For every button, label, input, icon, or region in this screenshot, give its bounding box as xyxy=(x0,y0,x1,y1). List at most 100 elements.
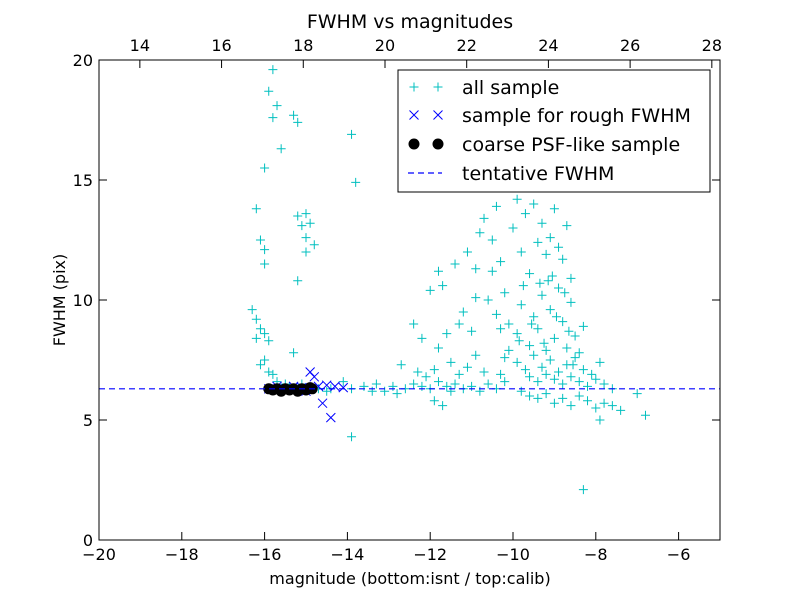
top-x-tick-label: 16 xyxy=(211,36,231,55)
all-sample-point-glyph xyxy=(483,379,493,389)
all-sample-point-glyph xyxy=(570,331,580,341)
all-sample-point xyxy=(541,389,551,399)
all-sample-point xyxy=(562,343,572,353)
all-sample-point-glyph xyxy=(554,242,564,252)
all-sample-point xyxy=(533,237,543,247)
all-sample-point xyxy=(578,321,588,331)
all-sample-point-glyph xyxy=(574,391,584,401)
all-sample-point-glyph xyxy=(301,247,311,257)
all-sample-point-glyph xyxy=(512,194,522,204)
all-sample-point xyxy=(251,314,261,324)
all-sample-point-glyph xyxy=(541,369,551,379)
all-sample-point-glyph xyxy=(545,305,555,315)
all-sample-point-glyph xyxy=(289,110,299,120)
all-sample-point xyxy=(260,355,270,365)
rough-fwhm-point-glyph xyxy=(317,398,328,409)
all-sample-point xyxy=(293,117,303,127)
all-sample-point-glyph xyxy=(301,209,311,219)
all-sample-point-glyph xyxy=(537,218,547,228)
all-sample-point xyxy=(564,326,574,336)
all-sample-point xyxy=(301,233,311,243)
all-sample-point xyxy=(537,218,547,228)
all-sample-point xyxy=(479,367,489,377)
all-sample-point xyxy=(570,331,580,341)
all-sample-point-glyph xyxy=(483,295,493,305)
legend-entry: tentative FWHM xyxy=(408,163,614,185)
all-sample-point-glyph xyxy=(525,391,535,401)
top-x-tick-label: 22 xyxy=(457,36,477,55)
all-sample-point xyxy=(525,372,535,382)
all-sample-point-glyph xyxy=(574,377,584,387)
all-sample-point-glyph xyxy=(272,101,282,111)
rough-fwhm-point-glyph xyxy=(338,382,349,393)
all-sample-point xyxy=(616,405,626,415)
all-sample-point-glyph xyxy=(413,367,423,377)
all-sample-point xyxy=(558,379,568,389)
all-sample-point-glyph xyxy=(446,357,456,367)
all-sample-point xyxy=(446,357,456,367)
x-tick-label: −14 xyxy=(331,545,365,564)
all-sample-point-glyph xyxy=(251,314,261,324)
all-sample-point xyxy=(554,242,564,252)
all-sample-point-glyph xyxy=(471,264,481,274)
legend-label: sample for rough FWHM xyxy=(462,105,691,127)
all-sample-point xyxy=(512,194,522,204)
all-sample-point-glyph xyxy=(276,144,286,154)
all-sample-point-glyph xyxy=(545,355,555,365)
all-sample-point xyxy=(562,221,572,231)
all-sample-point-glyph xyxy=(533,237,543,247)
all-sample-point-glyph xyxy=(475,228,485,238)
rough-fwhm-point xyxy=(325,412,336,423)
x-axis-label: magnitude (bottom:isnt / top:calib) xyxy=(269,569,550,588)
all-sample-point-glyph xyxy=(520,209,530,219)
all-sample-point-glyph xyxy=(289,348,299,358)
all-sample-point-glyph xyxy=(527,319,537,329)
all-sample-point-glyph xyxy=(607,401,617,411)
all-sample-point-glyph xyxy=(578,485,588,495)
all-sample-point xyxy=(591,403,601,413)
y-tick-label: 0 xyxy=(83,531,93,550)
legend-entry: sample for rough FWHM xyxy=(409,105,691,127)
y-tick-label: 20 xyxy=(73,51,93,70)
all-sample-point-glyph xyxy=(558,379,568,389)
all-sample-point-glyph xyxy=(322,386,332,396)
all-sample-point-glyph xyxy=(591,374,601,384)
all-sample-point-glyph xyxy=(518,281,528,291)
all-sample-point xyxy=(525,391,535,401)
all-sample-point-glyph xyxy=(541,249,551,259)
plot-area xyxy=(99,65,720,495)
all-sample-point xyxy=(558,254,568,264)
all-sample-point xyxy=(347,129,357,139)
all-sample-point-glyph xyxy=(549,374,559,384)
all-sample-point-glyph xyxy=(450,379,460,389)
all-sample-point xyxy=(264,336,274,346)
all-sample-point xyxy=(338,377,348,387)
all-sample-point xyxy=(560,288,570,298)
all-sample-point xyxy=(539,338,549,348)
all-sample-point xyxy=(247,305,257,315)
x-tick-label: −16 xyxy=(248,545,282,564)
all-sample-point-glyph xyxy=(541,345,551,355)
all-sample-point xyxy=(483,379,493,389)
y-axis-label: FWHM (pix) xyxy=(50,254,69,347)
all-sample-point-glyph xyxy=(260,163,270,173)
all-sample-point xyxy=(467,326,477,336)
all-sample-point xyxy=(533,393,543,403)
all-sample-point xyxy=(587,369,597,379)
all-sample-point xyxy=(479,213,489,223)
all-sample-point-glyph xyxy=(595,357,605,367)
all-sample-point-glyph xyxy=(558,393,568,403)
all-sample-point xyxy=(289,110,299,120)
all-sample-point xyxy=(442,381,452,391)
all-sample-point xyxy=(471,264,481,274)
all-sample-point-glyph xyxy=(566,297,576,307)
all-sample-point-glyph xyxy=(566,273,576,283)
all-sample-point-glyph xyxy=(640,410,650,420)
all-sample-point-glyph xyxy=(558,254,568,264)
all-sample-point-glyph xyxy=(429,365,439,375)
all-sample-point-glyph xyxy=(525,372,535,382)
rough-fwhm-point xyxy=(309,371,320,382)
all-sample-point xyxy=(268,65,278,75)
all-sample-point-glyph xyxy=(560,288,570,298)
